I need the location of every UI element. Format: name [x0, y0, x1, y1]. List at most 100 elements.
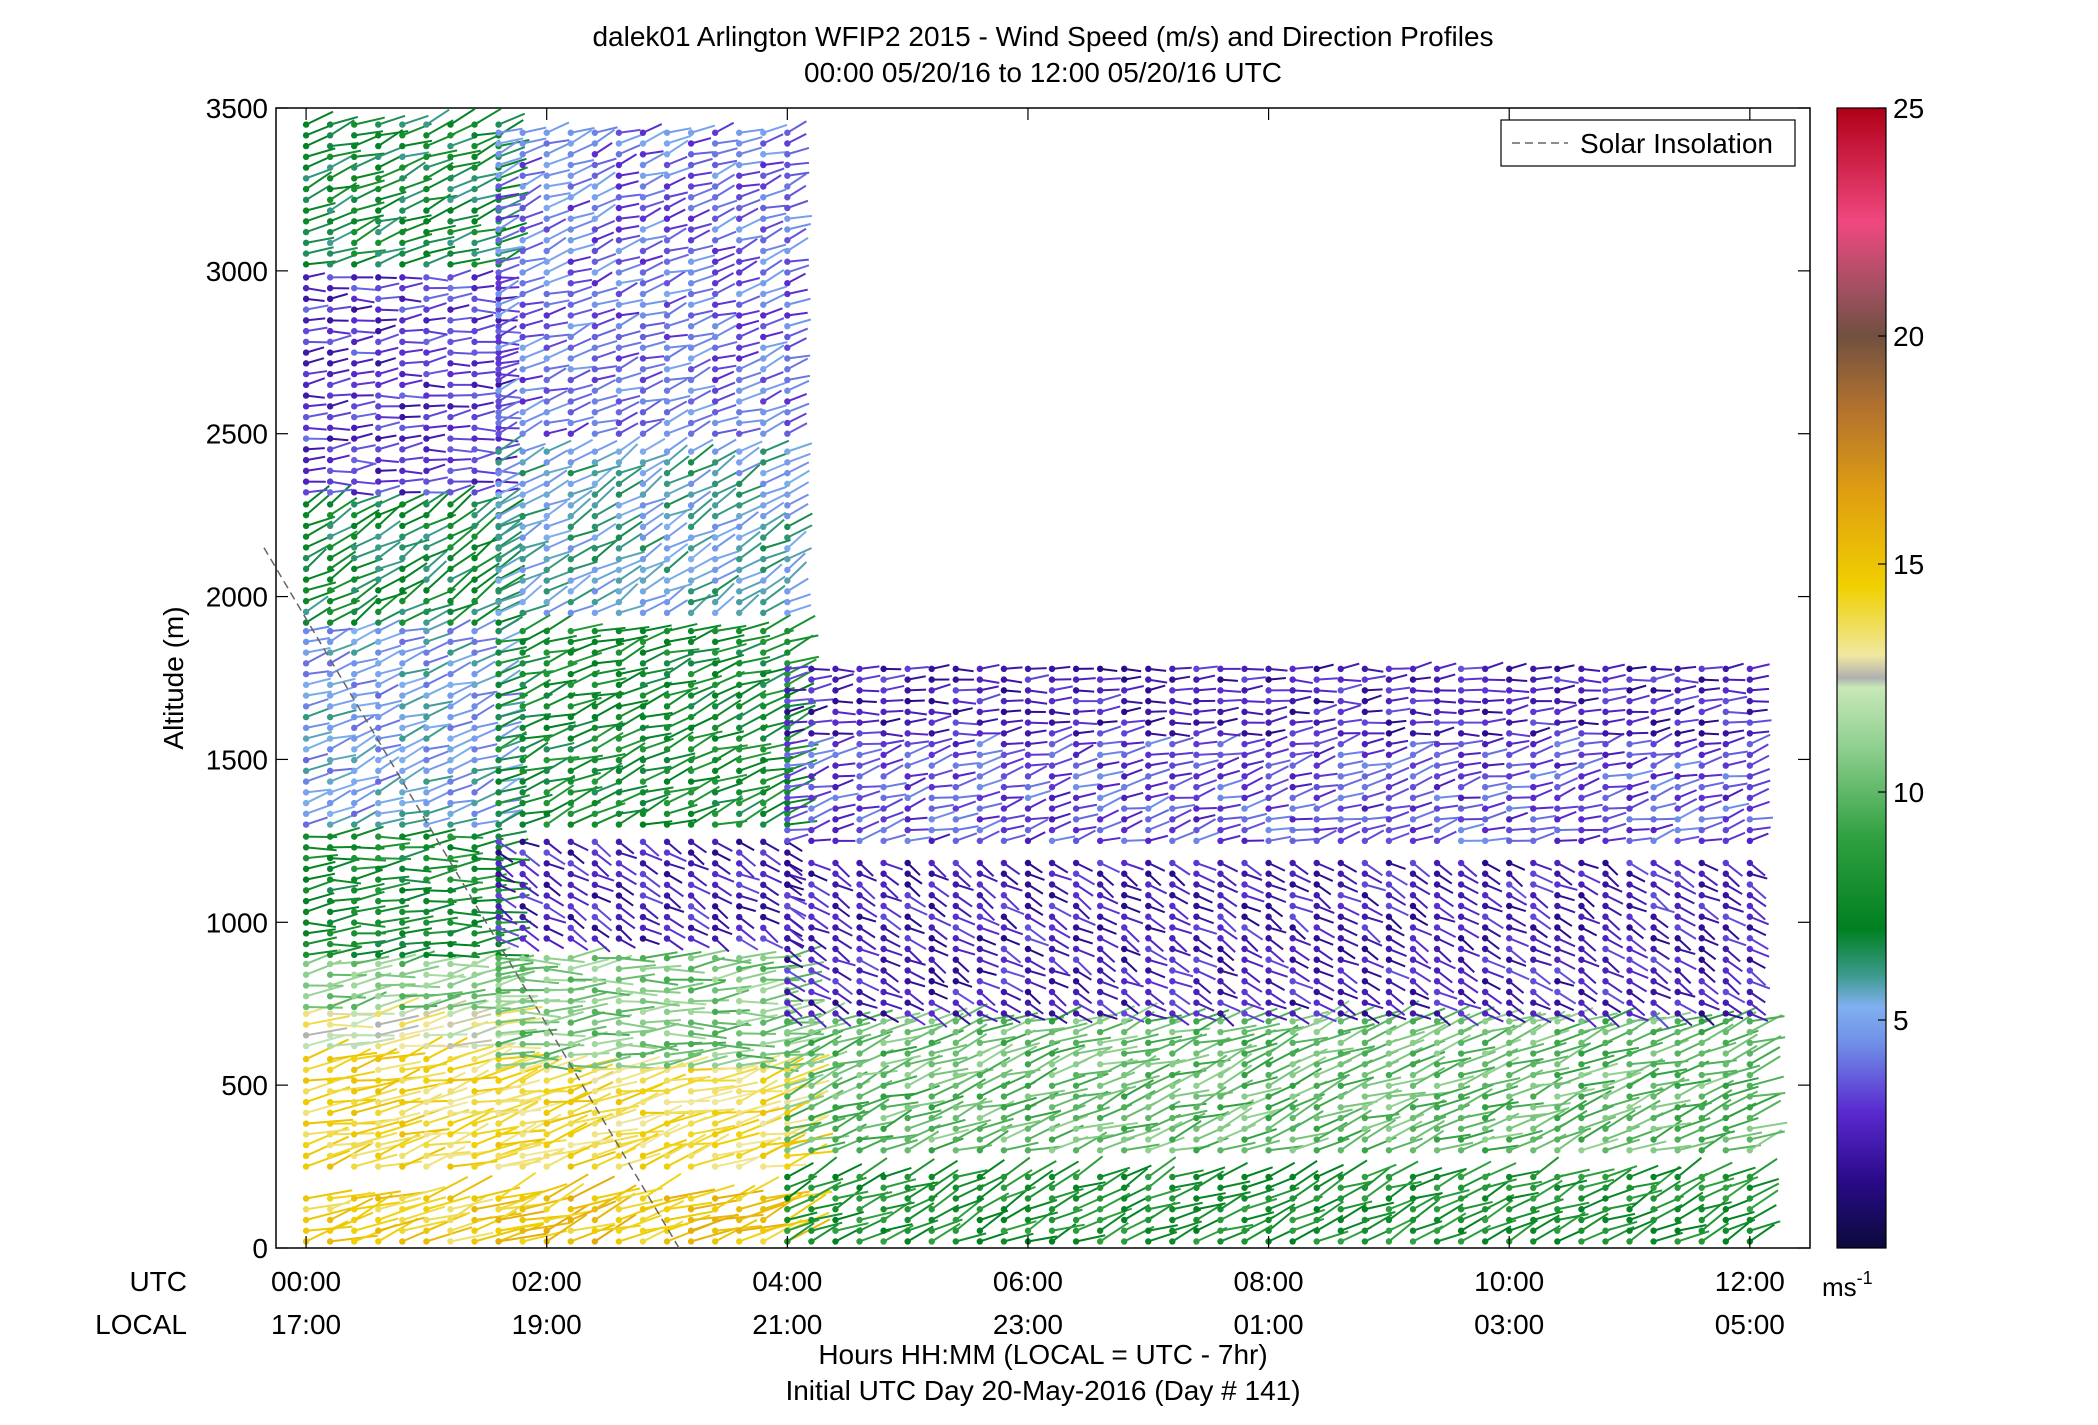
wind-barb-point [495, 409, 502, 416]
wind-barb-point [351, 1021, 358, 1028]
wind-barb-stem [329, 1142, 373, 1168]
wind-barb-point [351, 1195, 358, 1202]
wind-barb-point [326, 746, 334, 753]
wind-barb-point [567, 903, 574, 910]
wind-barb-point [784, 1028, 791, 1036]
wind-barb-point [495, 1152, 502, 1160]
wind-barb-point [326, 810, 334, 818]
wind-barb-point [736, 480, 743, 488]
wind-barb-stem [426, 994, 461, 1008]
wind-barb-point [399, 207, 406, 214]
wind-barb-point [784, 881, 791, 888]
wind-barb-point [471, 381, 478, 389]
wind-barb-point [471, 576, 478, 583]
wind-barb-point [567, 323, 574, 330]
wind-barb-point [543, 670, 550, 678]
wind-barb-point [639, 290, 647, 298]
wind-barb-point [567, 247, 574, 255]
wind-barb-stem [329, 480, 352, 487]
wind-barb-point [736, 1051, 743, 1059]
wind-barb-point [880, 794, 887, 802]
wind-barb-point [784, 129, 791, 136]
wind-barb-point [591, 609, 599, 617]
wind-barb-point [784, 849, 791, 856]
wind-barb-point [760, 767, 767, 775]
wind-barb-point [760, 1238, 767, 1245]
wind-barb-point [880, 881, 887, 888]
wind-barb-stem [449, 568, 474, 592]
wind-barb-point [663, 627, 671, 635]
wind-barb-point [904, 1238, 911, 1245]
wind-barb-point [399, 951, 406, 959]
wind-barb-point [760, 215, 767, 222]
wind-barb-point [351, 446, 358, 453]
wind-barb-point [760, 194, 767, 201]
wind-barb-point [736, 588, 743, 595]
wind-barb-point [326, 919, 334, 926]
wind-barb-point [711, 767, 719, 775]
wind-barb-stem [330, 469, 353, 474]
wind-barb-point [302, 930, 310, 937]
wind-barb-point [375, 544, 382, 551]
wind-barb-point [711, 577, 719, 584]
wind-barb-point [495, 976, 502, 983]
wind-barb-point [423, 456, 430, 464]
wind-barb-point [423, 1163, 430, 1170]
wind-barb-point [423, 370, 430, 378]
wind-barb-stem [305, 1099, 349, 1114]
wind-barb-point [519, 448, 526, 455]
wind-barb-point [447, 1077, 454, 1084]
wind-barb-point [567, 1008, 574, 1016]
wind-barb-point [495, 419, 502, 427]
wind-barb-point [639, 627, 647, 635]
wind-barb-point [543, 366, 550, 373]
wind-barb-stem [402, 214, 432, 223]
wind-barb-stem [329, 699, 355, 708]
wind-barb-point [880, 924, 887, 931]
wind-barb-point [495, 480, 502, 488]
wind-barb-point [519, 534, 526, 541]
wind-barb-point [351, 767, 358, 775]
wind-barb-point [471, 778, 478, 785]
wind-barb-point [591, 459, 599, 466]
wind-barb-stem [353, 335, 374, 343]
wind-barb-point [567, 333, 574, 341]
wind-barb-point [447, 971, 454, 978]
wind-barb-point [711, 913, 719, 921]
wind-barb-point [471, 533, 478, 540]
wind-barb-point [856, 719, 863, 726]
wind-barb-point [423, 554, 430, 562]
wind-barb-point [784, 805, 791, 812]
wind-barb-stem [474, 360, 495, 365]
wind-barb-stem [377, 541, 401, 559]
wind-barb-point [399, 489, 406, 496]
wind-barb-stem [450, 737, 475, 751]
wind-barb-stem [474, 437, 495, 441]
wind-barb-point [784, 577, 791, 584]
wind-barb-point [663, 480, 671, 488]
wind-barb-stem [378, 904, 410, 913]
wind-barb-point [760, 366, 767, 373]
wind-barb-point [302, 1088, 310, 1095]
wind-barb-point [808, 1010, 815, 1017]
wind-barb-point [615, 151, 623, 158]
wind-barb-stem [498, 1016, 536, 1024]
wind-barb-point [447, 724, 454, 732]
wind-barb-point [447, 511, 454, 519]
wind-barb-point [399, 1088, 406, 1095]
wind-barb-point [663, 376, 671, 384]
wind-barb-point [447, 767, 454, 775]
wind-barb-point [808, 945, 815, 953]
wind-barb-stem [426, 775, 454, 783]
wind-barb-point [302, 1206, 310, 1213]
wind-barb-stem [354, 1190, 401, 1200]
wind-barb-point [591, 183, 599, 190]
wind-barb-point [880, 708, 887, 716]
wind-barb-stem [498, 669, 521, 686]
wind-barb-point [375, 207, 382, 214]
wind-barb-stem [426, 1226, 473, 1243]
wind-barb-point [447, 692, 454, 699]
wind-barb-point [832, 902, 839, 910]
wind-barb-point [711, 387, 719, 394]
wind-barb-point [495, 735, 502, 742]
